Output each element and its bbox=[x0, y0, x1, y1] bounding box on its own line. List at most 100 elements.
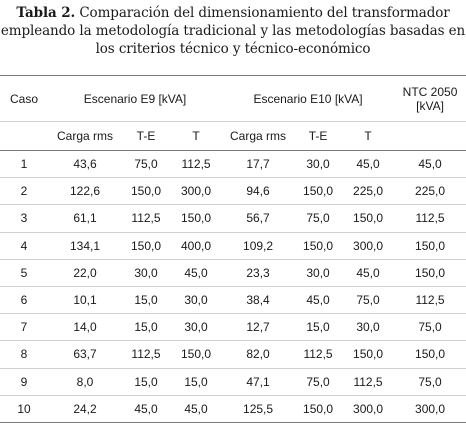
table-row: 10 24,2 45,0 45,0 125,5 150,0 300,0 300,0 bbox=[0, 395, 466, 423]
cell-caso: 6 bbox=[0, 286, 48, 315]
header-escenario-e9: Escenario E9 [kVA] bbox=[48, 76, 223, 122]
cell-e9-carga-rms: 14,0 bbox=[48, 313, 122, 342]
cell-e10-carga-rms: 82,0 bbox=[222, 340, 295, 369]
cell-e9-te: 45,0 bbox=[122, 395, 170, 423]
table-row: 8 63,7 112,5 150,0 82,0 112,5 150,0 150,0 bbox=[0, 340, 466, 369]
cell-e9-carga-rms: 122,6 bbox=[48, 177, 122, 206]
comparison-table: Caso Escenario E9 [kVA] Escenario E10 [k… bbox=[0, 76, 466, 423]
cell-ntc-2050: 112,5 bbox=[394, 286, 466, 315]
table-row: 5 22,0 30,0 45,0 23,3 30,0 45,0 150,0 bbox=[0, 259, 466, 287]
cell-e10-te: 150,0 bbox=[294, 395, 343, 423]
cell-e10-t: 150,0 bbox=[342, 204, 395, 233]
cell-caso: 7 bbox=[0, 313, 48, 342]
cell-ntc-2050: 225,0 bbox=[394, 177, 466, 206]
cell-e10-t: 112,5 bbox=[342, 368, 395, 396]
header-te-e9: T-E bbox=[122, 121, 170, 151]
cell-e10-te: 45,0 bbox=[294, 286, 343, 315]
cell-caso: 9 bbox=[0, 368, 48, 396]
cell-e10-t: 45,0 bbox=[342, 259, 395, 287]
cell-e10-te: 150,0 bbox=[294, 177, 343, 206]
table-row: 7 14,0 15,0 30,0 12,7 15,0 30,0 75,0 bbox=[0, 313, 466, 342]
cell-e9-t: 400,0 bbox=[170, 232, 223, 260]
cell-e9-carga-rms: 63,7 bbox=[48, 340, 122, 369]
header-ntc-2050: NTC 2050 [kVA] bbox=[394, 76, 466, 122]
cell-e10-t: 300,0 bbox=[342, 395, 395, 423]
cell-caso: 10 bbox=[0, 395, 48, 423]
cell-e9-te: 15,0 bbox=[122, 368, 170, 396]
cell-e10-carga-rms: 17,7 bbox=[222, 150, 295, 179]
cell-e10-t: 75,0 bbox=[342, 286, 395, 315]
cell-ntc-2050: 45,0 bbox=[394, 150, 466, 179]
cell-e9-carga-rms: 8,0 bbox=[48, 368, 122, 396]
cell-e9-t: 45,0 bbox=[170, 395, 223, 423]
cell-ntc-2050: 75,0 bbox=[394, 368, 466, 396]
cell-e9-carga-rms: 134,1 bbox=[48, 232, 122, 260]
cell-e10-carga-rms: 94,6 bbox=[222, 177, 295, 206]
cell-caso: 8 bbox=[0, 340, 48, 369]
cell-caso: 4 bbox=[0, 232, 48, 260]
cell-e10-t: 150,0 bbox=[342, 340, 395, 369]
cell-e9-te: 15,0 bbox=[122, 286, 170, 315]
cell-e9-t: 45,0 bbox=[170, 259, 223, 287]
cell-e10-carga-rms: 38,4 bbox=[222, 286, 295, 315]
cell-e9-carga-rms: 24,2 bbox=[48, 395, 122, 423]
table-caption-text: Comparación del dimensionamiento del tra… bbox=[0, 5, 466, 57]
cell-e10-te: 15,0 bbox=[294, 313, 343, 342]
header-carga-rms-e10: Carga rms bbox=[222, 121, 295, 151]
table-row: 4 134,1 150,0 400,0 109,2 150,0 300,0 150,0 bbox=[0, 232, 466, 260]
cell-e10-te: 150,0 bbox=[294, 232, 343, 260]
cell-e10-carga-rms: 23,3 bbox=[222, 259, 295, 287]
header-t-e9: T bbox=[170, 121, 223, 151]
header-escenario-e10: Escenario E10 [kVA] bbox=[222, 76, 395, 122]
cell-e9-t: 15,0 bbox=[170, 368, 223, 396]
cell-ntc-2050: 300,0 bbox=[394, 395, 466, 423]
cell-ntc-2050: 75,0 bbox=[394, 313, 466, 342]
cell-e10-t: 300,0 bbox=[342, 232, 395, 260]
cell-ntc-2050: 150,0 bbox=[394, 232, 466, 260]
cell-e9-carga-rms: 10,1 bbox=[48, 286, 122, 315]
cell-e9-t: 300,0 bbox=[170, 177, 223, 206]
table-row: 3 61,1 112,5 150,0 56,7 75,0 150,0 112,5 bbox=[0, 204, 466, 233]
header-row-main: Caso Escenario E9 [kVA] Escenario E10 [k… bbox=[0, 76, 466, 122]
cell-e10-carga-rms: 56,7 bbox=[222, 204, 295, 233]
table-row: 6 10,1 15,0 30,0 38,4 45,0 75,0 112,5 bbox=[0, 286, 466, 315]
cell-ntc-2050: 150,0 bbox=[394, 340, 466, 369]
table-row: 2 122,6 150,0 300,0 94,6 150,0 225,0 225,0 bbox=[0, 177, 466, 206]
cell-e9-carga-rms: 22,0 bbox=[48, 259, 122, 287]
cell-e10-te: 75,0 bbox=[294, 368, 343, 396]
header-caso: Caso bbox=[0, 76, 48, 122]
cell-e9-carga-rms: 43,6 bbox=[48, 150, 122, 179]
cell-e9-te: 112,5 bbox=[122, 204, 170, 233]
cell-e9-te: 112,5 bbox=[122, 340, 170, 369]
top-rule bbox=[0, 75, 466, 76]
cell-e10-te: 30,0 bbox=[294, 259, 343, 287]
cell-e9-te: 30,0 bbox=[122, 259, 170, 287]
cell-e10-carga-rms: 12,7 bbox=[222, 313, 295, 342]
header-ntc-line2: [kVA] bbox=[416, 98, 444, 113]
cell-e10-te: 30,0 bbox=[294, 150, 343, 179]
cell-caso: 1 bbox=[0, 150, 48, 179]
cell-ntc-2050: 150,0 bbox=[394, 259, 466, 287]
header-carga-rms-e9: Carga rms bbox=[48, 121, 122, 151]
cell-e9-t: 150,0 bbox=[170, 204, 223, 233]
cell-e9-t: 112,5 bbox=[170, 150, 223, 179]
cell-e10-carga-rms: 109,2 bbox=[222, 232, 295, 260]
header-sub-blank bbox=[0, 121, 48, 151]
table-caption: Tabla 2. Comparación del dimensionamient… bbox=[0, 4, 466, 58]
cell-e10-carga-rms: 125,5 bbox=[222, 395, 295, 423]
table-row: 1 43,6 75,0 112,5 17,7 30,0 45,0 45,0 bbox=[0, 150, 466, 179]
cell-e9-t: 30,0 bbox=[170, 286, 223, 315]
cell-ntc-2050: 112,5 bbox=[394, 204, 466, 233]
cell-e9-t: 30,0 bbox=[170, 313, 223, 342]
cell-e10-te: 75,0 bbox=[294, 204, 343, 233]
cell-e9-te: 150,0 bbox=[122, 232, 170, 260]
cell-e10-t: 45,0 bbox=[342, 150, 395, 179]
header-t-e10: T bbox=[342, 121, 395, 151]
header-row-sub: Carga rms T-E T Carga rms T-E T bbox=[0, 121, 466, 151]
cell-e10-t: 225,0 bbox=[342, 177, 395, 206]
header-te-e10: T-E bbox=[294, 121, 343, 151]
cell-e9-t: 150,0 bbox=[170, 340, 223, 369]
table-caption-lead: Tabla 2. bbox=[16, 5, 76, 21]
cell-e10-t: 30,0 bbox=[342, 313, 395, 342]
cell-caso: 3 bbox=[0, 204, 48, 233]
